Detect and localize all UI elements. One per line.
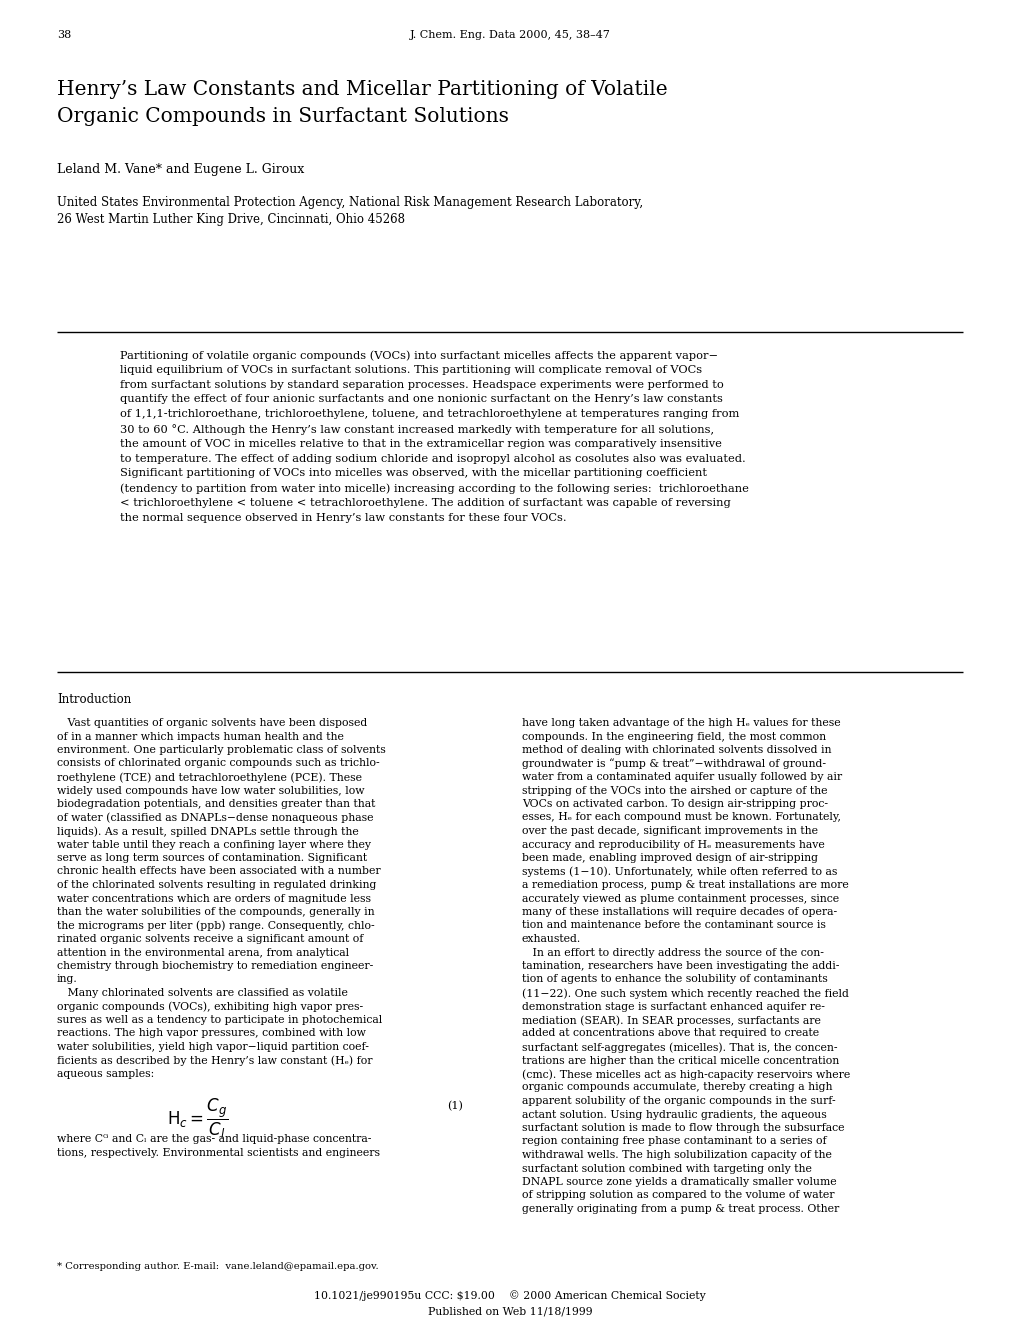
Text: < trichloroethylene < toluene < tetrachloroethylene. The addition of surfactant : < trichloroethylene < toluene < tetrachl… <box>120 498 730 508</box>
Text: Leland M. Vane* and Eugene L. Giroux: Leland M. Vane* and Eugene L. Giroux <box>57 162 304 176</box>
Text: ficients as described by the Henry’s law constant (Hₑ) for: ficients as described by the Henry’s law… <box>57 1056 372 1067</box>
Text: Significant partitioning of VOCs into micelles was observed, with the micellar p: Significant partitioning of VOCs into mi… <box>120 469 706 478</box>
Text: Organic Compounds in Surfactant Solutions: Organic Compounds in Surfactant Solution… <box>57 107 508 125</box>
Text: where Cᴳ and Cₗ are the gas- and liquid-phase concentra-: where Cᴳ and Cₗ are the gas- and liquid-… <box>57 1134 371 1144</box>
Text: aqueous samples:: aqueous samples: <box>57 1069 154 1078</box>
Text: region containing free phase contaminant to a series of: region containing free phase contaminant… <box>522 1137 825 1147</box>
Text: Partitioning of volatile organic compounds (VOCs) into surfactant micelles affec: Partitioning of volatile organic compoun… <box>120 350 717 360</box>
Text: of in a manner which impacts human health and the: of in a manner which impacts human healt… <box>57 731 343 742</box>
Text: environment. One particularly problematic class of solvents: environment. One particularly problemati… <box>57 744 385 755</box>
Text: esses, Hₑ for each compound must be known. Fortunately,: esses, Hₑ for each compound must be know… <box>522 813 841 822</box>
Text: liquids). As a result, spilled DNAPLs settle through the: liquids). As a result, spilled DNAPLs se… <box>57 826 359 837</box>
Text: actant solution. Using hydraulic gradients, the aqueous: actant solution. Using hydraulic gradien… <box>522 1110 826 1119</box>
Text: 38: 38 <box>57 30 71 40</box>
Text: a remediation process, pump & treat installations are more: a remediation process, pump & treat inst… <box>522 880 848 890</box>
Text: consists of chlorinated organic compounds such as trichlo-: consists of chlorinated organic compound… <box>57 759 379 768</box>
Text: roethylene (TCE) and tetrachloroethylene (PCE). These: roethylene (TCE) and tetrachloroethylene… <box>57 772 362 783</box>
Text: trations are higher than the critical micelle concentration: trations are higher than the critical mi… <box>522 1056 839 1065</box>
Text: J. Chem. Eng. Data 2000, 45, 38–47: J. Chem. Eng. Data 2000, 45, 38–47 <box>410 30 609 40</box>
Text: have long taken advantage of the high Hₑ values for these: have long taken advantage of the high Hₑ… <box>522 718 840 729</box>
Text: of water (classified as DNAPLs−dense nonaqueous phase: of water (classified as DNAPLs−dense non… <box>57 813 373 824</box>
Text: apparent solubility of the organic compounds in the surf-: apparent solubility of the organic compo… <box>522 1096 835 1106</box>
Text: withdrawal wells. The high solubilization capacity of the: withdrawal wells. The high solubilizatio… <box>522 1150 832 1160</box>
Text: ing.: ing. <box>57 974 77 985</box>
Text: mediation (SEAR). In SEAR processes, surfactants are: mediation (SEAR). In SEAR processes, sur… <box>522 1015 820 1026</box>
Text: many of these installations will require decades of opera-: many of these installations will require… <box>522 907 837 917</box>
Text: widely used compounds have low water solubilities, low: widely used compounds have low water sol… <box>57 785 364 796</box>
Text: * Corresponding author. E-mail:  vane.leland@epamail.epa.gov.: * Corresponding author. E-mail: vane.lel… <box>57 1262 378 1271</box>
Text: the amount of VOC in micelles relative to that in the extramicellar region was c: the amount of VOC in micelles relative t… <box>120 438 721 449</box>
Text: of 1,1,1-trichloroethane, trichloroethylene, toluene, and tetrachloroethylene at: of 1,1,1-trichloroethane, trichloroethyl… <box>120 409 739 420</box>
Text: organic compounds (VOCs), exhibiting high vapor pres-: organic compounds (VOCs), exhibiting hig… <box>57 1002 363 1012</box>
Text: of the chlorinated solvents resulting in regulated drinking: of the chlorinated solvents resulting in… <box>57 880 376 890</box>
Text: systems (1−10). Unfortunately, while often referred to as: systems (1−10). Unfortunately, while oft… <box>522 866 837 876</box>
Text: tions, respectively. Environmental scientists and engineers: tions, respectively. Environmental scien… <box>57 1148 380 1158</box>
Text: to temperature. The effect of adding sodium chloride and isopropyl alcohol as co: to temperature. The effect of adding sod… <box>120 454 745 463</box>
Text: VOCs on activated carbon. To design air-stripping proc-: VOCs on activated carbon. To design air-… <box>522 799 827 809</box>
Text: from surfactant solutions by standard separation processes. Headspace experiment: from surfactant solutions by standard se… <box>120 380 723 389</box>
Text: United States Environmental Protection Agency, National Risk Management Research: United States Environmental Protection A… <box>57 195 643 209</box>
Text: surfactant solution combined with targeting only the: surfactant solution combined with target… <box>522 1163 811 1173</box>
Text: In an effort to directly address the source of the con-: In an effort to directly address the sou… <box>522 948 823 957</box>
Text: accurately viewed as plume containment processes, since: accurately viewed as plume containment p… <box>522 894 839 903</box>
Text: Many chlorinated solvents are classified as volatile: Many chlorinated solvents are classified… <box>57 987 347 998</box>
Text: water from a contaminated aquifer usually followed by air: water from a contaminated aquifer usuall… <box>522 772 842 781</box>
Text: (cmc). These micelles act as high-capacity reservoirs where: (cmc). These micelles act as high-capaci… <box>522 1069 850 1080</box>
Text: (1): (1) <box>446 1101 463 1111</box>
Text: than the water solubilities of the compounds, generally in: than the water solubilities of the compo… <box>57 907 374 917</box>
Text: chronic health effects have been associated with a number: chronic health effects have been associa… <box>57 866 380 876</box>
Text: generally originating from a pump & treat process. Other: generally originating from a pump & trea… <box>522 1204 839 1214</box>
Text: rinated organic solvents receive a significant amount of: rinated organic solvents receive a signi… <box>57 935 363 944</box>
Text: added at concentrations above that required to create: added at concentrations above that requi… <box>522 1028 818 1039</box>
Text: Introduction: Introduction <box>57 693 131 706</box>
Text: the micrograms per liter (ppb) range. Consequently, chlo-: the micrograms per liter (ppb) range. Co… <box>57 920 374 931</box>
Text: DNAPL source zone yields a dramatically smaller volume: DNAPL source zone yields a dramatically … <box>522 1177 836 1187</box>
Text: chemistry through biochemistry to remediation engineer-: chemistry through biochemistry to remedi… <box>57 961 373 972</box>
Text: method of dealing with chlorinated solvents dissolved in: method of dealing with chlorinated solve… <box>522 744 830 755</box>
Text: quantify the effect of four anionic surfactants and one nonionic surfactant on t: quantify the effect of four anionic surf… <box>120 395 722 404</box>
Text: Henry’s Law Constants and Micellar Partitioning of Volatile: Henry’s Law Constants and Micellar Parti… <box>57 81 667 99</box>
Text: over the past decade, significant improvements in the: over the past decade, significant improv… <box>522 826 817 836</box>
Text: water solubilities, yield high vapor−liquid partition coef-: water solubilities, yield high vapor−liq… <box>57 1041 369 1052</box>
Text: Vast quantities of organic solvents have been disposed: Vast quantities of organic solvents have… <box>57 718 367 729</box>
Text: compounds. In the engineering field, the most common: compounds. In the engineering field, the… <box>522 731 825 742</box>
Text: the normal sequence observed in Henry’s law constants for these four VOCs.: the normal sequence observed in Henry’s … <box>120 512 567 523</box>
Text: demonstration stage is surfactant enhanced aquifer re-: demonstration stage is surfactant enhanc… <box>522 1002 824 1011</box>
Text: water concentrations which are orders of magnitude less: water concentrations which are orders of… <box>57 894 371 903</box>
Text: of stripping solution as compared to the volume of water: of stripping solution as compared to the… <box>522 1191 834 1200</box>
Text: been made, enabling improved design of air-stripping: been made, enabling improved design of a… <box>522 853 817 863</box>
Text: sures as well as a tendency to participate in photochemical: sures as well as a tendency to participa… <box>57 1015 382 1026</box>
Text: liquid equilibrium of VOCs in surfactant solutions. This partitioning will compl: liquid equilibrium of VOCs in surfactant… <box>120 364 701 375</box>
Text: tamination, researchers have been investigating the addi-: tamination, researchers have been invest… <box>522 961 839 972</box>
Text: water table until they reach a confining layer where they: water table until they reach a confining… <box>57 840 371 850</box>
Text: attention in the environmental arena, from analytical: attention in the environmental arena, fr… <box>57 948 348 957</box>
Text: organic compounds accumulate, thereby creating a high: organic compounds accumulate, thereby cr… <box>522 1082 832 1093</box>
Text: reactions. The high vapor pressures, combined with low: reactions. The high vapor pressures, com… <box>57 1028 366 1039</box>
Text: groundwater is “pump & treat”−withdrawal of ground-: groundwater is “pump & treat”−withdrawal… <box>522 759 825 770</box>
Text: tion and maintenance before the contaminant source is: tion and maintenance before the contamin… <box>522 920 825 931</box>
Text: 26 West Martin Luther King Drive, Cincinnati, Ohio 45268: 26 West Martin Luther King Drive, Cincin… <box>57 213 405 226</box>
Text: (11−22). One such system which recently reached the field: (11−22). One such system which recently … <box>522 987 848 998</box>
Text: (tendency to partition from water into micelle) increasing according to the foll: (tendency to partition from water into m… <box>120 483 748 494</box>
Text: stripping of the VOCs into the airshed or capture of the: stripping of the VOCs into the airshed o… <box>522 785 826 796</box>
Text: 10.1021/je990195u CCC: $19.00    © 2000 American Chemical Society: 10.1021/je990195u CCC: $19.00 © 2000 Ame… <box>314 1290 705 1300</box>
Text: $\mathrm{H}_c = \dfrac{C_g}{C_l}$: $\mathrm{H}_c = \dfrac{C_g}{C_l}$ <box>167 1097 228 1140</box>
Text: biodegradation potentials, and densities greater than that: biodegradation potentials, and densities… <box>57 799 375 809</box>
Text: exhausted.: exhausted. <box>522 935 581 944</box>
Text: serve as long term sources of contamination. Significant: serve as long term sources of contaminat… <box>57 853 367 863</box>
Text: 30 to 60 °C. Although the Henry’s law constant increased markedly with temperatu: 30 to 60 °C. Although the Henry’s law co… <box>120 424 713 434</box>
Text: surfactant solution is made to flow through the subsurface: surfactant solution is made to flow thro… <box>522 1123 844 1133</box>
Text: Published on Web 11/18/1999: Published on Web 11/18/1999 <box>427 1307 592 1317</box>
Text: surfactant self-aggregates (micelles). That is, the concen-: surfactant self-aggregates (micelles). T… <box>522 1041 837 1052</box>
Text: accuracy and reproducibility of Hₑ measurements have: accuracy and reproducibility of Hₑ measu… <box>522 840 824 850</box>
Text: tion of agents to enhance the solubility of contaminants: tion of agents to enhance the solubility… <box>522 974 827 985</box>
